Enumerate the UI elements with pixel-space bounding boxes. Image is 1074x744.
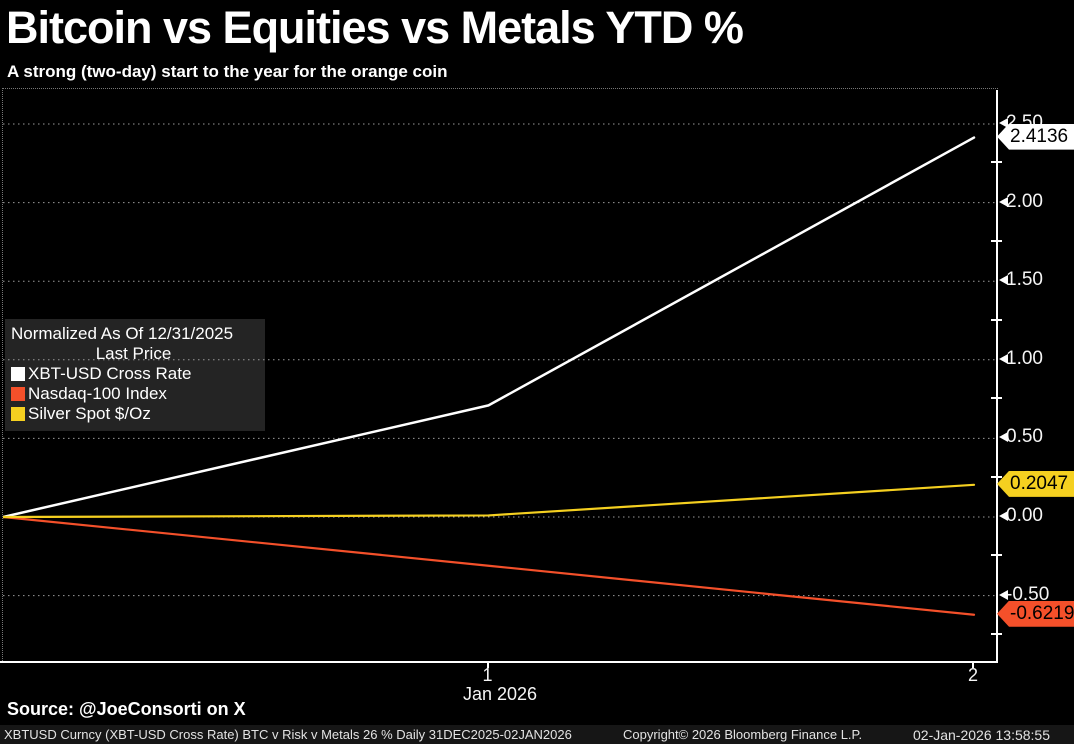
- footer-timestamp: 02-Jan-2026 13:58:55: [913, 727, 1050, 743]
- series-line-2: [3, 483, 976, 519]
- chart-canvas: [3, 123, 998, 616]
- page-title: Bitcoin vs Equities vs Metals YTD %: [6, 2, 744, 53]
- xbt-usd-swatch-icon: [11, 367, 25, 381]
- y-axis-line: [996, 90, 998, 663]
- y-axis-minor-tick: [991, 318, 1002, 321]
- x-axis-month-label: Jan 2026: [462, 684, 538, 704]
- x-axis-line: [0, 661, 998, 663]
- series-line-0: [3, 136, 976, 519]
- y-axis-minor-tick: [991, 475, 1002, 478]
- y-axis-tick-arrow-icon: [999, 511, 1008, 521]
- last-price-tag-xbt-usd: 2.4136: [997, 123, 1074, 150]
- page-subtitle: A strong (two-day) start to the year for…: [7, 62, 448, 81]
- source-text: Source: @JoeConsorti on X: [7, 699, 246, 719]
- y-axis-tick-arrow-icon: [999, 353, 1008, 364]
- legend-item-silver-spot: Silver Spot $/Oz: [11, 404, 256, 424]
- footer-security-info: XBTUSD Curncy (XBT-USD Cross Rate) BTC v…: [4, 727, 572, 742]
- legend-item-label: Nasdaq-100 Index: [28, 384, 167, 403]
- y-axis-tick-arrow-icon: [999, 589, 1008, 600]
- last-price-tag-silver-spot: 0.2047: [997, 470, 1074, 497]
- y-axis-minor-tick: [991, 632, 1002, 635]
- x-axis-tick: [972, 663, 974, 668]
- footer-copyright: Copyright© 2026 Bloomberg Finance L.P.: [623, 727, 863, 742]
- chart-legend: Normalized As Of 12/31/2025 Last Price X…: [5, 319, 265, 431]
- y-axis-minor-tick: [991, 397, 1002, 400]
- y-axis-tick-arrow-icon: [999, 432, 1008, 443]
- x-axis-label: 2: [967, 665, 978, 685]
- y-axis-tick-arrow-icon: [999, 196, 1008, 207]
- legend-item-xbt-usd: XBT-USD Cross Rate: [11, 364, 256, 384]
- y-axis-minor-tick: [991, 554, 1002, 557]
- series-line-1: [3, 515, 976, 616]
- x-axis-tick: [486, 663, 489, 668]
- legend-item-label: Silver Spot $/Oz: [28, 404, 151, 423]
- y-axis-minor-tick: [991, 239, 1002, 242]
- y-axis-label: -0.50: [1006, 583, 1050, 605]
- y-axis-label: 1.50: [1006, 269, 1043, 291]
- y-axis-tick-arrow-icon: [999, 275, 1008, 286]
- legend-last-price-label: Last Price: [95, 344, 172, 363]
- legend-item-label: XBT-USD Cross Rate: [28, 364, 192, 383]
- silver-spot-swatch-icon: [11, 407, 25, 421]
- legend-normalized-note: Normalized As Of 12/31/2025: [11, 324, 234, 343]
- y-axis-tick-arrow-icon: [999, 118, 1008, 128]
- terminal-footer-bar: XBTUSD Curncy (XBT-USD Cross Rate) BTC v…: [0, 725, 1074, 744]
- y-axis-label: 0.00: [1006, 505, 1043, 526]
- legend-item-nasdaq-100: Nasdaq-100 Index: [11, 384, 256, 404]
- y-axis-label: 1.00: [1006, 347, 1043, 369]
- y-axis-minor-tick: [991, 161, 1002, 164]
- x-axis-label: 1: [482, 665, 493, 685]
- last-price-tag-nasdaq-100: -0.6219: [997, 600, 1074, 627]
- y-axis-label: 0.50: [1006, 426, 1043, 448]
- y-axis-label: 2.00: [1006, 190, 1043, 212]
- nasdaq-100-swatch-icon: [11, 387, 25, 401]
- plot-area: [2, 88, 998, 663]
